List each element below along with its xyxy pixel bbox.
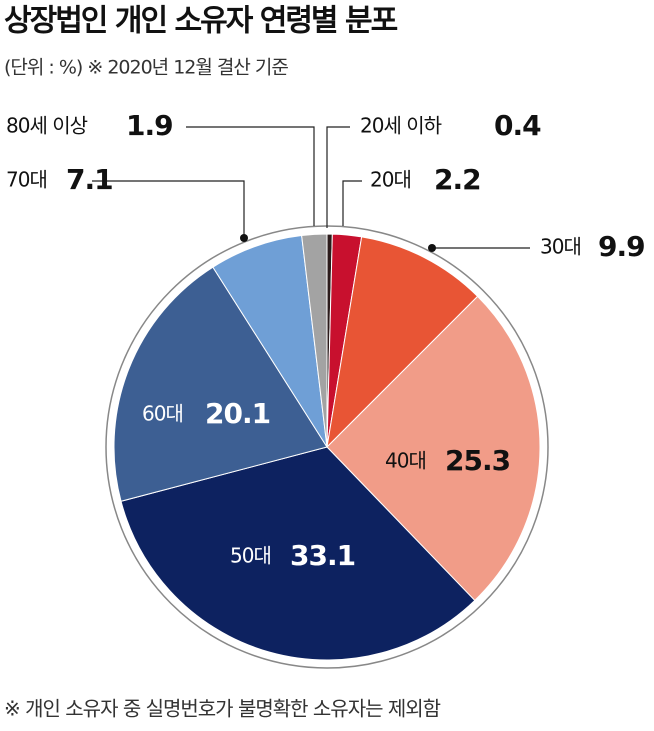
footnote: ※ 개인 소유자 중 실명번호가 불명확한 소유자는 제외함: [4, 697, 441, 721]
slice-label: 80세 이상: [6, 114, 88, 138]
value-label: 0.4: [494, 109, 541, 142]
leader-line: [342, 180, 362, 226]
value-label: 33.1: [290, 539, 355, 572]
leader-dot: [240, 234, 248, 242]
value-label: 25.3: [445, 444, 510, 477]
pie-slice: [326, 295, 541, 602]
pie-slice: [301, 233, 328, 448]
value-label: 20.1: [205, 397, 270, 430]
pie-slice: [113, 266, 328, 502]
leader-dot: [428, 244, 436, 252]
chart-title: 상장법인 개인 소유자 연령별 분포: [4, 4, 398, 39]
value-label: 9.9: [598, 230, 645, 263]
slice-label: 20대: [370, 168, 411, 192]
slice-label: 60대: [142, 402, 183, 426]
value-label: 7.1: [66, 163, 113, 196]
pie-slice: [120, 446, 476, 661]
leader-line: [326, 126, 350, 228]
chart-subtitle: (단위 : %) ※ 2020년 12월 결산 기준: [4, 57, 288, 79]
slice-label: 70대: [6, 168, 47, 192]
slice-label: 20세 이하: [360, 114, 442, 138]
pie-slice: [326, 236, 479, 449]
value-label: 2.2: [434, 163, 481, 196]
slice-label: 30대: [540, 235, 581, 259]
slice-label: 50대: [230, 544, 271, 568]
leader-line: [92, 180, 245, 238]
leaders: [92, 126, 530, 252]
leader-line: [186, 126, 315, 226]
value-label: 1.9: [126, 109, 173, 142]
slice-label: 40대: [385, 449, 426, 473]
